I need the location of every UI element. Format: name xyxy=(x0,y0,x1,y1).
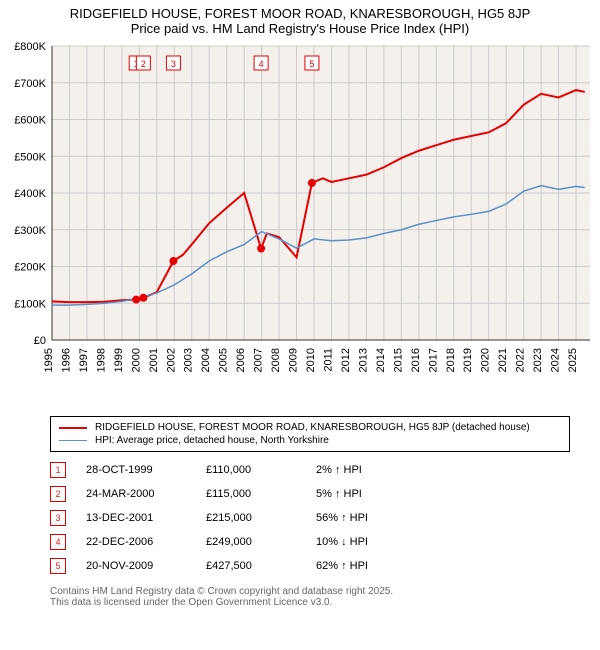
svg-text:2023: 2023 xyxy=(532,348,544,372)
transaction-date: 20-NOV-2009 xyxy=(86,560,186,572)
transaction-marker: 4 xyxy=(50,534,66,550)
svg-text:2010: 2010 xyxy=(305,348,317,372)
transaction-dot-3 xyxy=(169,257,177,265)
svg-text:2015: 2015 xyxy=(392,348,404,372)
svg-text:2002: 2002 xyxy=(165,348,177,372)
svg-text:2017: 2017 xyxy=(427,348,439,372)
transaction-date: 24-MAR-2000 xyxy=(86,488,186,500)
legend-row: HPI: Average price, detached house, Nort… xyxy=(59,434,561,447)
svg-text:2019: 2019 xyxy=(462,348,474,372)
transaction-delta: 2% ↑ HPI xyxy=(316,464,426,476)
transaction-date: 22-DEC-2006 xyxy=(86,536,186,548)
svg-text:2018: 2018 xyxy=(445,348,457,372)
svg-text:2008: 2008 xyxy=(270,348,282,372)
svg-text:£100K: £100K xyxy=(14,298,46,310)
transactions-table: 1 28-OCT-1999 £110,000 2% ↑ HPI 2 24-MAR-2000… xyxy=(50,458,570,578)
transaction-delta: 56% ↑ HPI xyxy=(316,512,426,524)
svg-text:£0: £0 xyxy=(34,335,46,347)
svg-text:2016: 2016 xyxy=(410,348,422,372)
svg-text:2003: 2003 xyxy=(183,348,195,372)
svg-text:2012: 2012 xyxy=(340,348,352,372)
chart-area: £0 £100K £200K £300K £400K £500K £600K £700K £80… xyxy=(0,40,600,410)
svg-text:£500K: £500K xyxy=(14,151,46,163)
transaction-marker: 2 xyxy=(50,486,66,502)
transaction-row: 2 24-MAR-2000 £115,000 5% ↑ HPI xyxy=(50,482,570,506)
svg-text:2020: 2020 xyxy=(480,348,492,372)
transaction-price: £215,000 xyxy=(206,512,296,524)
title-line1: RIDGEFIELD HOUSE, FOREST MOOR ROAD, KNAR… xyxy=(0,0,600,21)
svg-text:£200K: £200K xyxy=(14,262,46,274)
legend-swatch xyxy=(59,440,87,441)
transaction-dot-4 xyxy=(257,244,265,252)
transaction-delta: 5% ↑ HPI xyxy=(316,488,426,500)
chart-container: RIDGEFIELD HOUSE, FOREST MOOR ROAD, KNAR… xyxy=(0,0,600,650)
footer: Contains HM Land Registry data © Crown c… xyxy=(50,586,570,608)
transaction-row: 4 22-DEC-2006 £249,000 10% ↓ HPI xyxy=(50,530,570,554)
transaction-delta: 62% ↑ HPI xyxy=(316,560,426,572)
transaction-row: 1 28-OCT-1999 £110,000 2% ↑ HPI xyxy=(50,458,570,482)
svg-text:£600K: £600K xyxy=(14,115,46,127)
chart-svg: £0 £100K £200K £300K £400K £500K £600K £700K £80… xyxy=(0,40,600,410)
legend-label: RIDGEFIELD HOUSE, FOREST MOOR ROAD, KNAR… xyxy=(95,422,530,433)
legend-row: RIDGEFIELD HOUSE, FOREST MOOR ROAD, KNAR… xyxy=(59,421,561,434)
svg-text:2001: 2001 xyxy=(148,348,160,372)
svg-text:2025: 2025 xyxy=(567,348,579,372)
svg-text:2022: 2022 xyxy=(515,348,527,372)
transaction-marker: 5 xyxy=(50,558,66,574)
svg-text:2011: 2011 xyxy=(322,348,334,372)
svg-text:£400K: £400K xyxy=(14,188,46,200)
svg-text:2006: 2006 xyxy=(235,348,247,372)
svg-text:2000: 2000 xyxy=(130,348,142,372)
svg-text:4: 4 xyxy=(259,59,264,69)
transaction-price: £115,000 xyxy=(206,488,296,500)
svg-text:1997: 1997 xyxy=(78,348,90,372)
svg-text:2014: 2014 xyxy=(375,348,387,372)
transaction-marker: 3 xyxy=(50,510,66,526)
transaction-dot-5 xyxy=(308,179,316,187)
transaction-date: 13-DEC-2001 xyxy=(86,512,186,524)
svg-text:2004: 2004 xyxy=(200,348,212,372)
svg-text:£800K: £800K xyxy=(14,41,46,53)
svg-text:2005: 2005 xyxy=(218,348,230,372)
svg-text:1996: 1996 xyxy=(60,348,72,372)
svg-text:5: 5 xyxy=(309,59,314,69)
svg-text:£700K: £700K xyxy=(14,78,46,90)
footer-line1: Contains HM Land Registry data © Crown c… xyxy=(50,586,570,597)
footer-line2: This data is licensed under the Open Gov… xyxy=(50,597,570,608)
svg-text:2013: 2013 xyxy=(357,348,369,372)
svg-text:2021: 2021 xyxy=(497,348,509,372)
svg-text:2007: 2007 xyxy=(253,348,265,372)
transaction-price: £427,500 xyxy=(206,560,296,572)
legend-swatch xyxy=(59,427,87,429)
transaction-row: 5 20-NOV-2009 £427,500 62% ↑ HPI xyxy=(50,554,570,578)
svg-text:£300K: £300K xyxy=(14,225,46,237)
svg-text:1999: 1999 xyxy=(113,348,125,372)
svg-text:3: 3 xyxy=(171,59,176,69)
transaction-price: £249,000 xyxy=(206,536,296,548)
title-line2: Price paid vs. HM Land Registry's House … xyxy=(0,21,600,40)
svg-text:2: 2 xyxy=(141,59,146,69)
svg-text:2024: 2024 xyxy=(550,348,562,372)
svg-text:1998: 1998 xyxy=(95,348,107,372)
transaction-dot-2 xyxy=(139,294,147,302)
svg-text:2009: 2009 xyxy=(288,348,300,372)
legend-label: HPI: Average price, detached house, Nort… xyxy=(95,435,329,446)
svg-text:1995: 1995 xyxy=(43,348,55,372)
transaction-marker: 1 xyxy=(50,462,66,478)
transaction-delta: 10% ↓ HPI xyxy=(316,536,426,548)
transaction-date: 28-OCT-1999 xyxy=(86,464,186,476)
transaction-price: £110,000 xyxy=(206,464,296,476)
transaction-row: 3 13-DEC-2001 £215,000 56% ↑ HPI xyxy=(50,506,570,530)
legend-box: RIDGEFIELD HOUSE, FOREST MOOR ROAD, KNAR… xyxy=(50,416,570,452)
transaction-dot-1 xyxy=(132,296,140,304)
